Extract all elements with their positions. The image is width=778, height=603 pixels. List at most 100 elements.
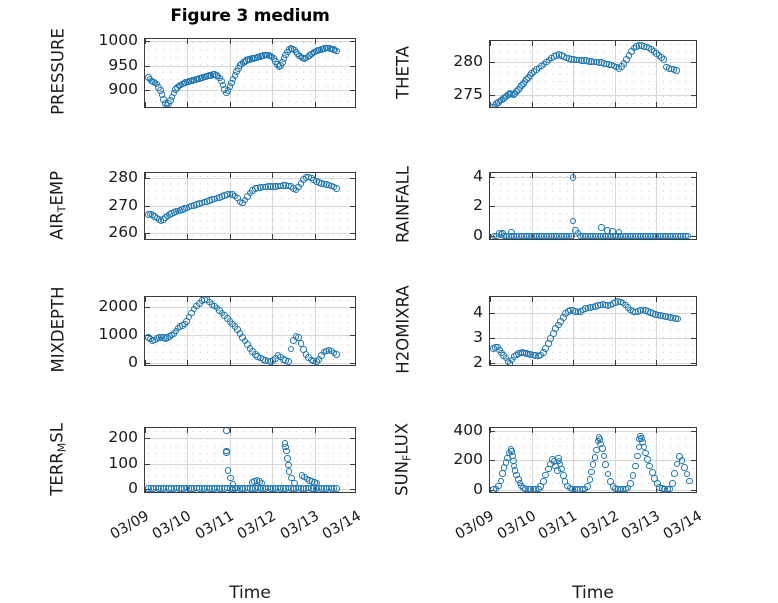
y-tick-label: 400 xyxy=(453,420,483,439)
data-point xyxy=(604,470,612,478)
x-tick-mark xyxy=(656,41,658,46)
y-tick-mark xyxy=(145,65,150,67)
data-point xyxy=(673,67,680,74)
y-axis-label-terr_msl: TERRMSL xyxy=(47,423,69,496)
data-point xyxy=(678,456,686,464)
y-tick-label: 3 xyxy=(473,327,483,346)
y-tick-label: 900 xyxy=(108,79,138,98)
y-tick-mark xyxy=(145,438,150,440)
x-tick-mark xyxy=(656,360,658,365)
data-point xyxy=(287,345,295,353)
data-point xyxy=(284,455,291,462)
y-tick-mark xyxy=(490,362,495,364)
axes-sun_flux xyxy=(489,427,697,493)
y-tick-mark xyxy=(490,337,495,339)
x-tick-mark xyxy=(314,39,316,44)
data-point xyxy=(632,462,639,470)
data-point xyxy=(642,449,649,457)
data-point xyxy=(599,445,606,452)
data-point xyxy=(588,468,595,476)
x-tick-mark xyxy=(272,297,274,302)
y-tick-mark xyxy=(350,232,355,234)
x-tick-mark xyxy=(573,360,575,365)
y-tick-label: 0 xyxy=(473,225,483,244)
x-tick-mark xyxy=(272,102,274,107)
major-gridline-h xyxy=(490,362,696,364)
data-point xyxy=(333,184,340,192)
data-point xyxy=(285,468,293,475)
major-gridline-v xyxy=(573,297,575,365)
major-gridline-v xyxy=(229,39,231,107)
y-tick-label: 200 xyxy=(453,450,483,469)
major-gridline-h xyxy=(490,206,696,208)
data-point xyxy=(686,477,693,485)
y-tick-label: 4 xyxy=(473,302,483,321)
major-gridline-h xyxy=(490,430,696,432)
y-tick-label: 200 xyxy=(108,428,138,447)
major-gridline-v xyxy=(573,428,575,492)
y-tick-mark xyxy=(691,61,696,63)
major-gridline-v xyxy=(573,41,575,107)
major-gridline-h xyxy=(145,362,355,364)
y-tick-mark xyxy=(691,176,696,178)
y-tick-label: 100 xyxy=(108,453,138,472)
x-tick-mark xyxy=(145,428,146,433)
x-tick-mark xyxy=(272,39,274,44)
y-tick-mark xyxy=(350,463,355,465)
data-point xyxy=(591,454,599,461)
x-tick-mark xyxy=(490,297,491,302)
x-tick-mark xyxy=(573,297,575,302)
y-tick-mark xyxy=(691,94,696,96)
x-tick-mark xyxy=(531,102,533,107)
y-tick-label: 275 xyxy=(453,84,483,103)
series-H2OMIXRA xyxy=(490,297,696,365)
major-gridline-v xyxy=(187,39,189,107)
y-tick-mark xyxy=(350,205,355,207)
y-tick-label: 270 xyxy=(108,195,138,214)
figure-title: Figure 3 medium xyxy=(170,6,330,26)
major-gridline-v xyxy=(656,173,658,239)
data-point xyxy=(660,56,668,63)
data-point xyxy=(313,479,321,487)
data-point xyxy=(633,452,641,460)
axes-rainfall xyxy=(489,172,697,240)
data-point xyxy=(285,358,292,365)
axes-terr_msl xyxy=(144,427,356,493)
major-gridline-v xyxy=(272,428,274,492)
y-tick-label: 2 xyxy=(473,352,483,371)
data-point xyxy=(258,479,266,487)
y-axis-label-sun_flux: SUNFLUX xyxy=(392,422,414,496)
x-tick-mark xyxy=(656,428,658,433)
major-gridline-v xyxy=(573,173,575,239)
y-tick-mark xyxy=(145,178,150,180)
y-tick-mark xyxy=(350,489,355,491)
x-tick-mark xyxy=(614,360,616,365)
major-gridline-h xyxy=(490,176,696,178)
y-tick-mark xyxy=(350,335,355,337)
data-point xyxy=(508,228,515,236)
major-gridline-h xyxy=(145,307,355,309)
major-gridline-v xyxy=(314,297,316,365)
series-AIR_TEMP xyxy=(145,173,355,239)
data-point xyxy=(223,449,230,456)
major-gridline-h xyxy=(145,438,355,440)
x-tick-mark xyxy=(272,173,274,178)
y-tick-mark xyxy=(490,430,495,432)
data-point xyxy=(333,485,340,492)
y-tick-mark xyxy=(490,94,495,96)
data-point xyxy=(627,480,634,488)
data-point xyxy=(586,476,594,483)
x-tick-mark xyxy=(145,102,146,107)
y-tick-mark xyxy=(691,312,696,314)
major-gridline-v xyxy=(272,297,274,365)
series-SUN_FLUX xyxy=(490,428,696,492)
major-gridline-v xyxy=(656,41,658,107)
x-tick-mark xyxy=(145,173,146,178)
x-tick-mark xyxy=(656,102,658,107)
major-gridline-h xyxy=(145,463,355,465)
y-tick-mark xyxy=(691,460,696,462)
x-tick-mark xyxy=(531,428,533,433)
y-tick-mark xyxy=(350,362,355,364)
y-tick-mark xyxy=(145,232,150,234)
major-gridline-v xyxy=(656,428,658,492)
